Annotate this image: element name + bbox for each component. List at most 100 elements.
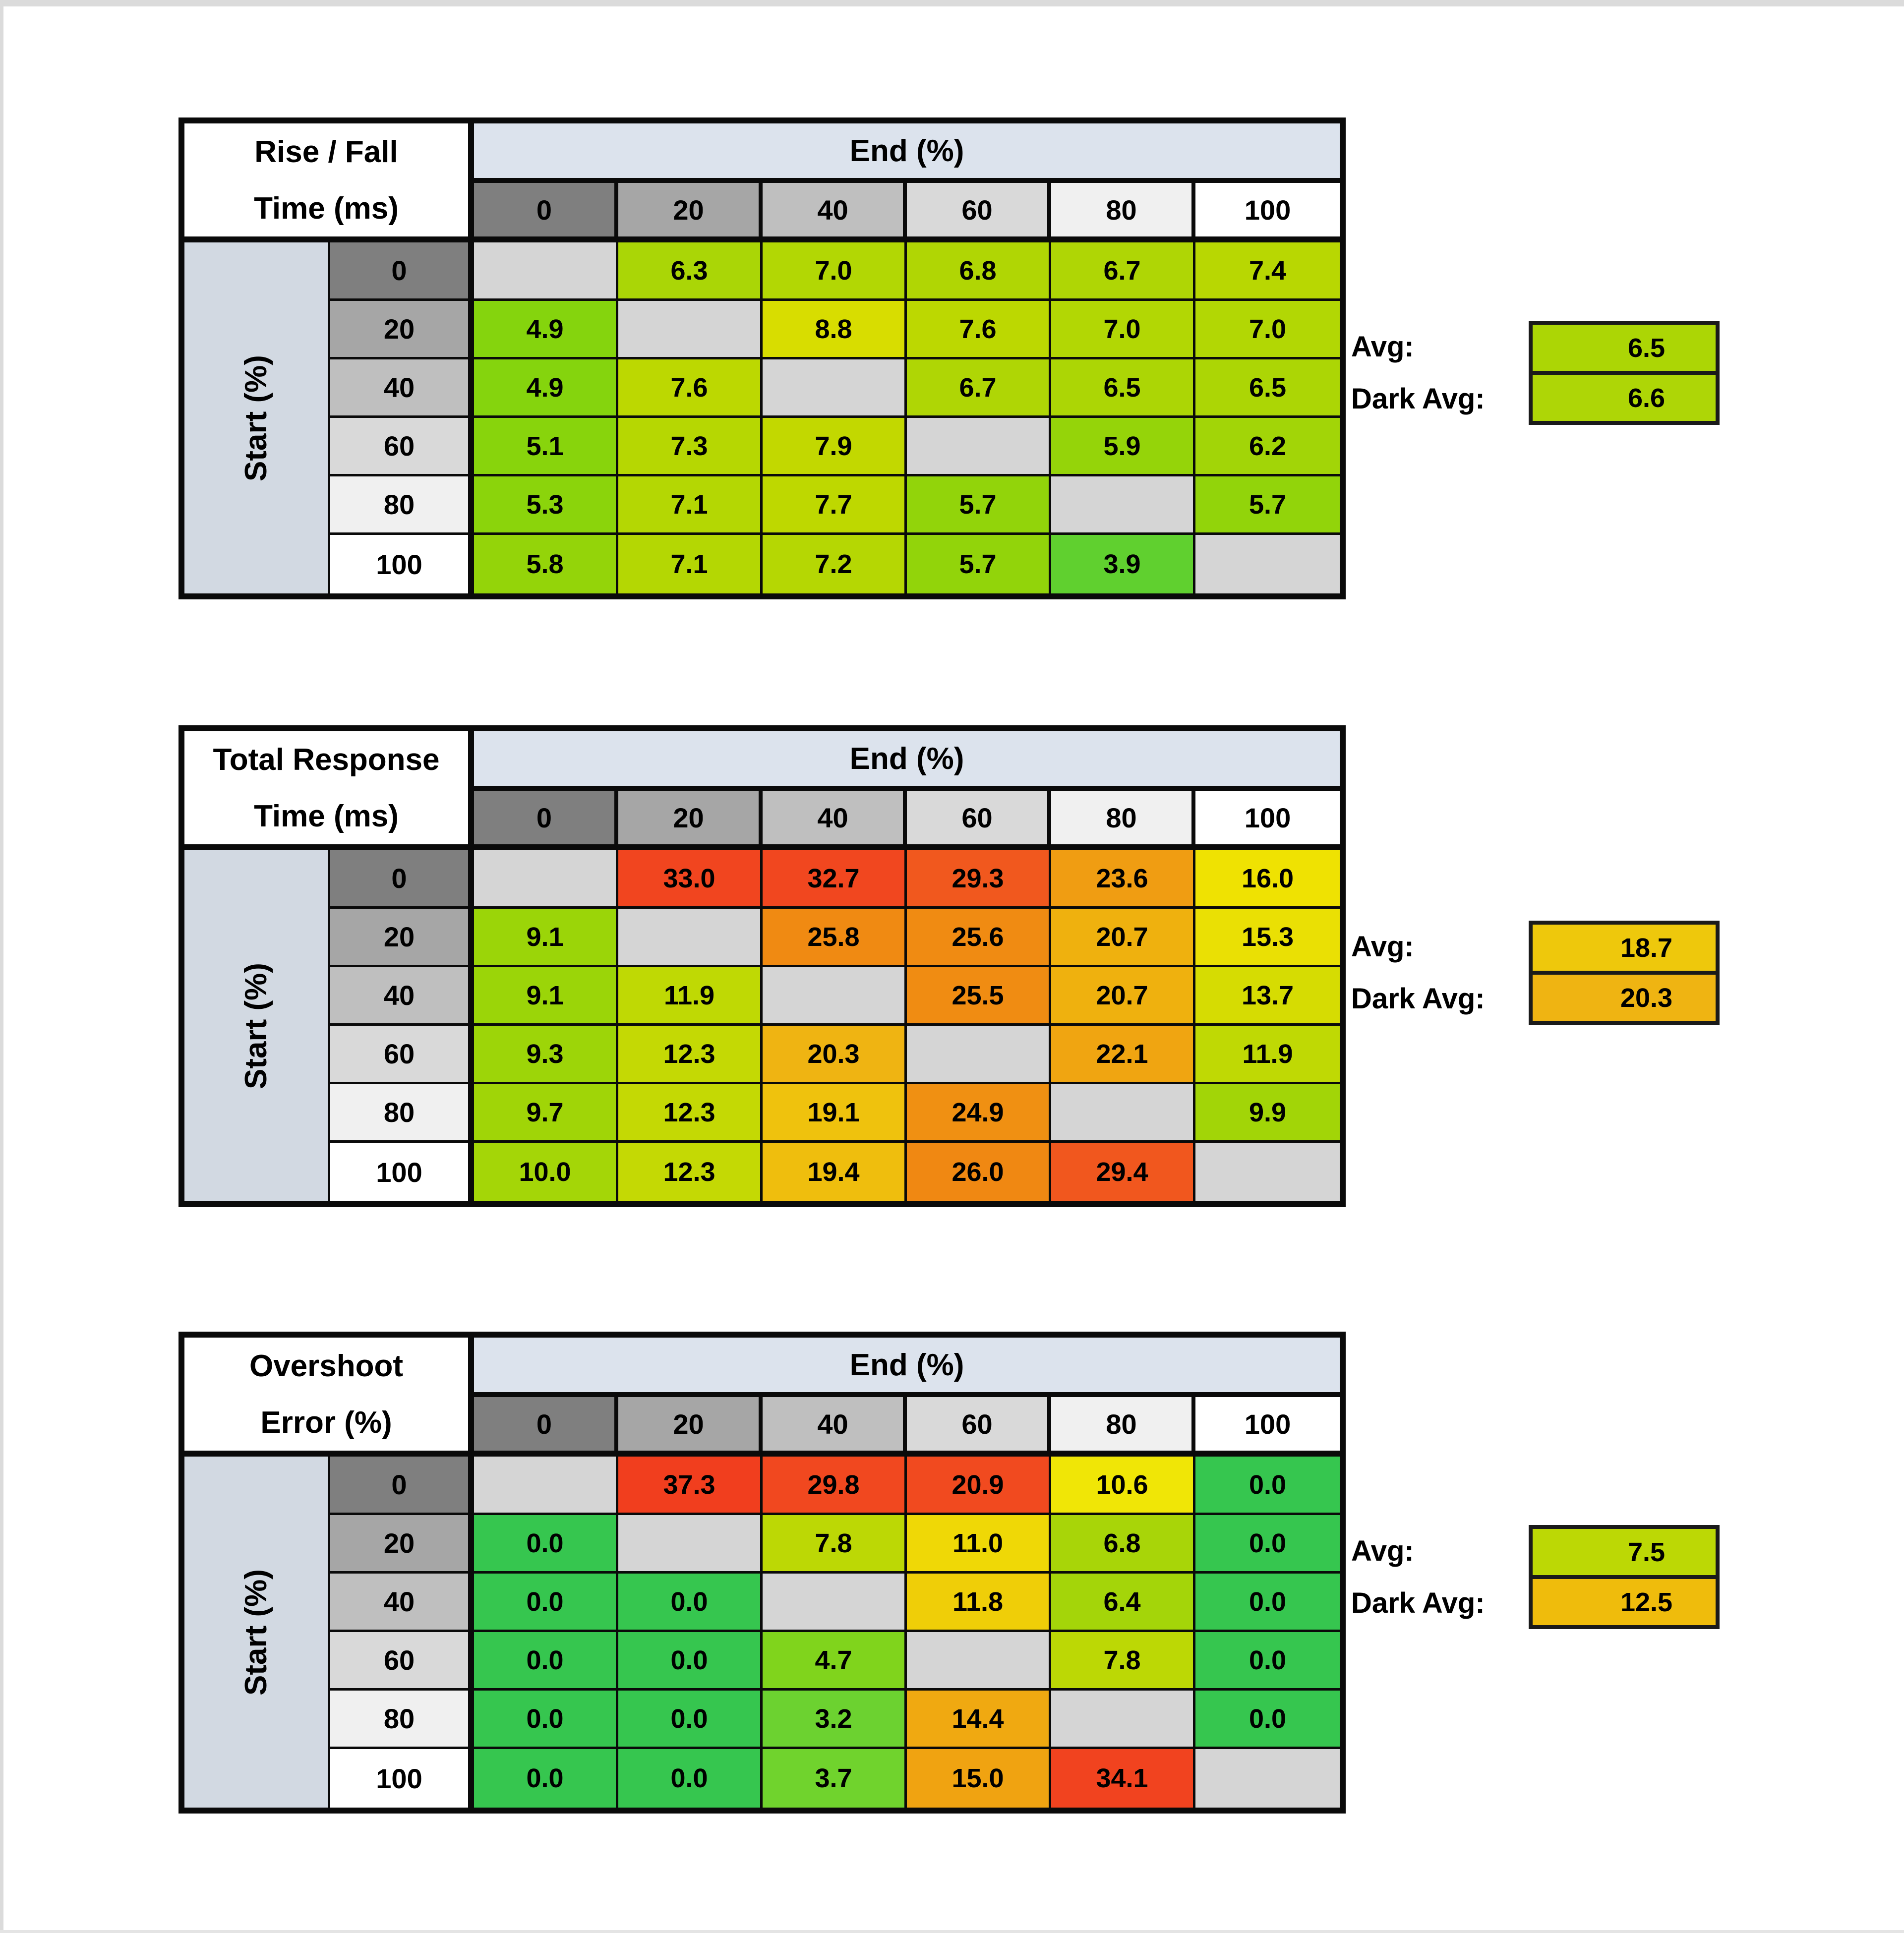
value-cell-80-40: 3.2: [763, 1691, 907, 1749]
value-cell-40-100: 0.0: [1195, 1574, 1340, 1632]
value-cell-80-100: 5.7: [1195, 476, 1340, 535]
value-cell-0-100: 7.4: [1195, 242, 1340, 301]
start-header-80: 80: [330, 1084, 474, 1143]
end-header-20: 20: [618, 1397, 763, 1457]
start-header-60: 60: [330, 1632, 474, 1691]
value-cell-40-0: 0.0: [474, 1574, 618, 1632]
start-header-0: 0: [330, 242, 474, 301]
value-cell-80-0: 9.7: [474, 1084, 618, 1143]
value-cell-40-20: 11.9: [618, 967, 763, 1026]
value-cell-20-80: 7.0: [1051, 301, 1195, 359]
avg-panel: Avg: 6.5 Dark Avg: 6.6: [1351, 321, 1720, 425]
value-cell-100-60: 26.0: [907, 1143, 1051, 1201]
window-edge-bottom: [0, 1930, 1904, 1933]
end-axis-label: End (%): [474, 731, 1340, 791]
table-title: Overshoot Error (%): [184, 1338, 474, 1457]
start-header-40: 40: [330, 1574, 474, 1632]
overshoot-heatmap-table: Overshoot Error (%) End (%) 0 20 40 60 80 100 Sta…: [178, 1332, 1346, 1814]
value-cell-0-20: 37.3: [618, 1457, 763, 1515]
rise-fall-table-section: Rise / Fall Time (ms) End (%) 0 20 40 60 80 100 S…: [178, 117, 1755, 599]
end-header-80: 80: [1051, 1397, 1195, 1457]
value-cell-0-40: 29.8: [763, 1457, 907, 1515]
window-edge-left: [0, 0, 3, 1933]
diagonal-cell: [763, 359, 907, 418]
value-cell-40-80: 6.5: [1051, 359, 1195, 418]
value-cell-80-20: 12.3: [618, 1084, 763, 1143]
value-cell-80-0: 5.3: [474, 476, 618, 535]
avg-panel: Avg: 18.7 Dark Avg: 20.3: [1351, 921, 1720, 1025]
value-cell-60-20: 0.0: [618, 1632, 763, 1691]
table-title-line: Error (%): [260, 1405, 392, 1440]
diagonal-cell: [618, 301, 763, 359]
value-cell-80-40: 19.1: [763, 1084, 907, 1143]
value-cell-20-60: 11.0: [907, 1515, 1051, 1574]
diagonal-cell: [474, 850, 618, 909]
value-cell-60-40: 4.7: [763, 1632, 907, 1691]
overshoot-table-section: Overshoot Error (%) End (%) 0 20 40 60 80 100 Sta…: [178, 1332, 1755, 1814]
value-cell-40-0: 4.9: [474, 359, 618, 418]
end-header-0: 0: [474, 1397, 618, 1457]
table-title: Total Response Time (ms): [184, 731, 474, 850]
end-header-0: 0: [474, 183, 618, 242]
end-header-60: 60: [907, 1397, 1051, 1457]
avg-value-cell: 18.7: [1529, 921, 1720, 973]
start-header-0: 0: [330, 850, 474, 909]
value-cell-40-80: 20.7: [1051, 967, 1195, 1026]
diagonal-cell: [474, 242, 618, 301]
start-header-100: 100: [330, 1749, 474, 1808]
value-cell-40-20: 7.6: [618, 359, 763, 418]
end-header-20: 20: [618, 183, 763, 242]
end-header-80: 80: [1051, 183, 1195, 242]
value-cell-40-60: 6.7: [907, 359, 1051, 418]
value-cell-40-20: 0.0: [618, 1574, 763, 1632]
value-cell-60-100: 6.2: [1195, 418, 1340, 476]
value-cell-20-100: 7.0: [1195, 301, 1340, 359]
value-cell-0-80: 6.7: [1051, 242, 1195, 301]
end-header-0: 0: [474, 791, 618, 850]
value-cell-80-20: 0.0: [618, 1691, 763, 1749]
diagonal-cell: [763, 1574, 907, 1632]
value-cell-60-80: 5.9: [1051, 418, 1195, 476]
value-cell-20-100: 0.0: [1195, 1515, 1340, 1574]
value-cell-20-0: 0.0: [474, 1515, 618, 1574]
end-header-60: 60: [907, 183, 1051, 242]
start-axis-text: Start (%): [239, 354, 273, 481]
end-header-80: 80: [1051, 791, 1195, 850]
diagonal-cell: [618, 909, 763, 967]
end-header-100: 100: [1195, 791, 1340, 850]
value-cell-100-80: 34.1: [1051, 1749, 1195, 1808]
value-cell-60-100: 11.9: [1195, 1026, 1340, 1084]
start-axis-label: Start (%): [184, 1457, 330, 1808]
value-cell-40-100: 6.5: [1195, 359, 1340, 418]
value-cell-60-40: 20.3: [763, 1026, 907, 1084]
value-cell-60-40: 7.9: [763, 418, 907, 476]
start-header-40: 40: [330, 967, 474, 1026]
value-cell-100-20: 7.1: [618, 535, 763, 593]
total-response-heatmap-table: Total Response Time (ms) End (%) 0 20 40 60 80 1…: [178, 725, 1346, 1207]
table-title-line: Total Response: [213, 742, 440, 777]
value-cell-20-0: 4.9: [474, 301, 618, 359]
start-header-20: 20: [330, 301, 474, 359]
start-header-80: 80: [330, 1691, 474, 1749]
window-edge-top: [0, 0, 1904, 6]
diagonal-cell: [1051, 1691, 1195, 1749]
diagonal-cell: [763, 967, 907, 1026]
diagonal-cell: [907, 1632, 1051, 1691]
value-cell-0-80: 23.6: [1051, 850, 1195, 909]
avg-label: Avg:: [1351, 1535, 1414, 1567]
start-header-60: 60: [330, 1026, 474, 1084]
start-header-20: 20: [330, 909, 474, 967]
diagonal-cell: [1195, 1749, 1340, 1808]
end-header-40: 40: [763, 183, 907, 242]
value-cell-40-80: 6.4: [1051, 1574, 1195, 1632]
value-cell-20-40: 7.8: [763, 1515, 907, 1574]
value-cell-40-100: 13.7: [1195, 967, 1340, 1026]
value-cell-20-60: 7.6: [907, 301, 1051, 359]
end-header-40: 40: [763, 1397, 907, 1457]
value-cell-0-60: 6.8: [907, 242, 1051, 301]
value-cell-80-60: 14.4: [907, 1691, 1051, 1749]
dark-avg-label: Dark Avg:: [1351, 383, 1485, 415]
value-cell-0-20: 6.3: [618, 242, 763, 301]
value-cell-0-60: 29.3: [907, 850, 1051, 909]
